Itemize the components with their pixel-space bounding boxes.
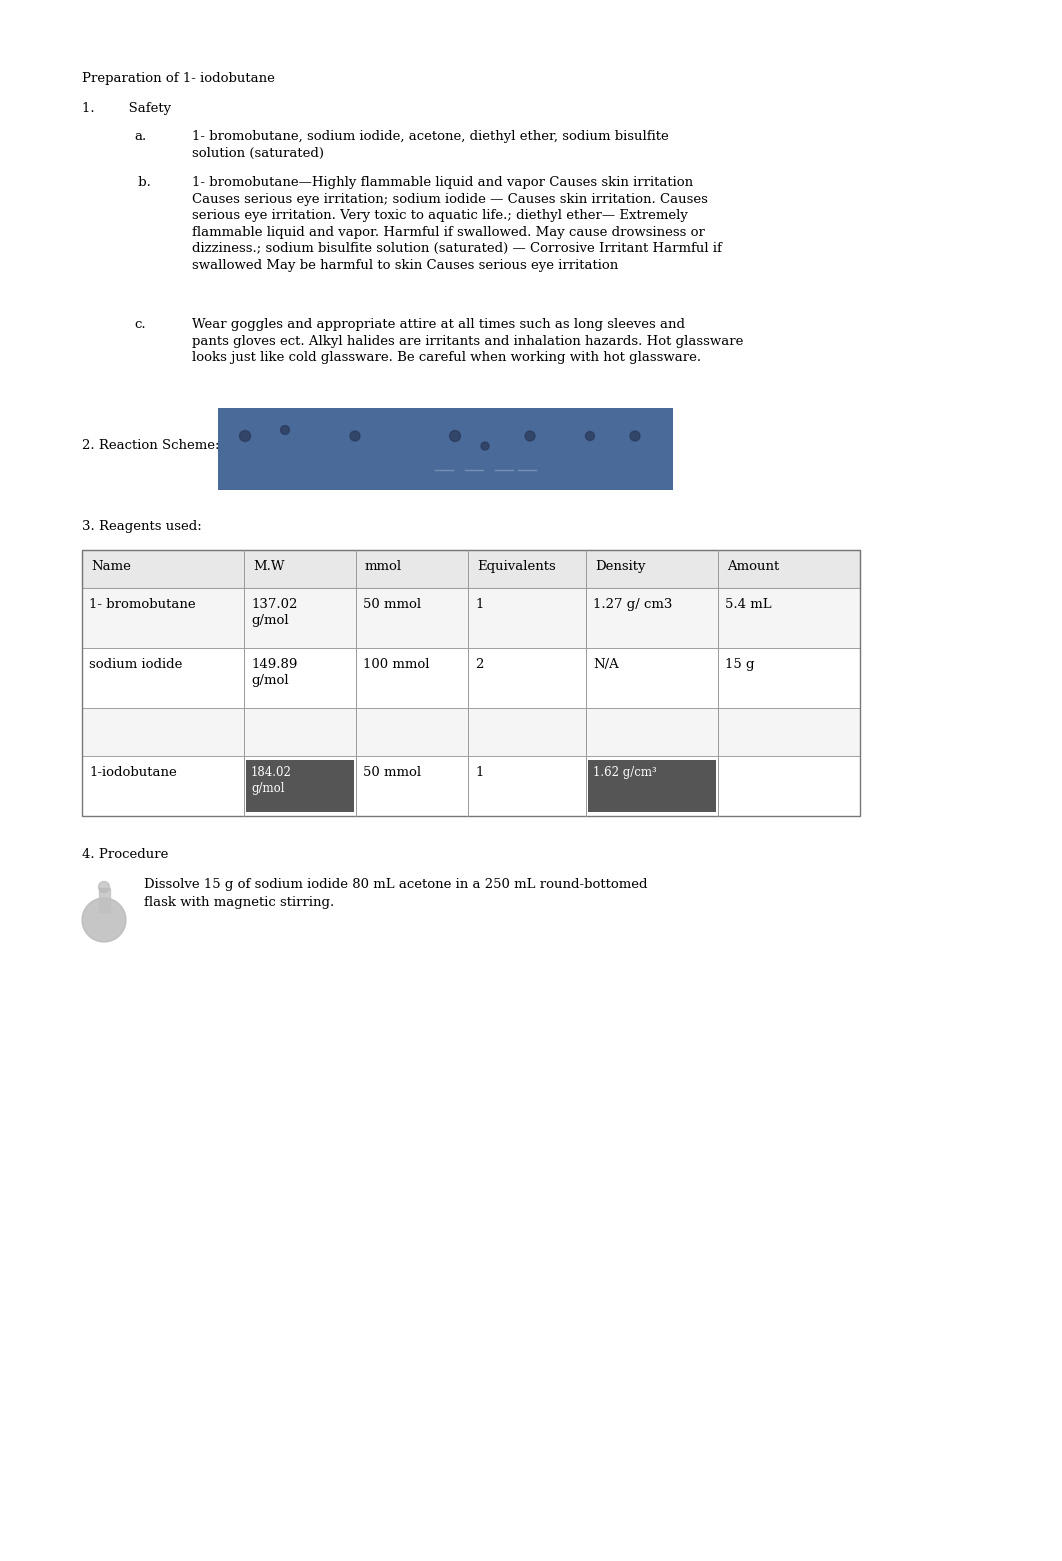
- Text: mmol: mmol: [365, 560, 402, 573]
- Text: 1.62 g/cm³: 1.62 g/cm³: [593, 766, 656, 779]
- Text: 15 g: 15 g: [725, 659, 754, 671]
- Circle shape: [630, 431, 640, 442]
- Circle shape: [82, 898, 126, 941]
- Text: Wear goggles and appropriate attire at all times such as long sleeves and
pants : Wear goggles and appropriate attire at a…: [192, 318, 743, 364]
- Circle shape: [280, 426, 290, 434]
- Text: 1: 1: [475, 766, 483, 779]
- Text: 1- bromobutane, sodium iodide, acetone, diethyl ether, sodium bisulfite
solution: 1- bromobutane, sodium iodide, acetone, …: [192, 130, 669, 159]
- Text: a.: a.: [134, 130, 147, 144]
- FancyBboxPatch shape: [82, 588, 860, 648]
- Circle shape: [240, 431, 251, 442]
- Text: c.: c.: [134, 318, 145, 331]
- Text: 1- bromobutane: 1- bromobutane: [89, 598, 195, 610]
- Text: 4. Procedure: 4. Procedure: [82, 848, 169, 862]
- FancyBboxPatch shape: [82, 756, 860, 816]
- Circle shape: [449, 431, 461, 442]
- Text: 50 mmol: 50 mmol: [363, 598, 422, 610]
- FancyBboxPatch shape: [246, 760, 354, 812]
- Text: N/A: N/A: [593, 659, 619, 671]
- Bar: [99, 888, 109, 912]
- FancyBboxPatch shape: [218, 407, 673, 490]
- FancyBboxPatch shape: [588, 760, 716, 812]
- Text: 3. Reagents used:: 3. Reagents used:: [82, 520, 202, 532]
- Text: 149.89
g/mol: 149.89 g/mol: [251, 659, 297, 687]
- Circle shape: [99, 882, 109, 893]
- Text: sodium iodide: sodium iodide: [89, 659, 183, 671]
- Text: 1-iodobutane: 1-iodobutane: [89, 766, 176, 779]
- Text: 100 mmol: 100 mmol: [363, 659, 429, 671]
- Text: 1.        Safety: 1. Safety: [82, 101, 171, 116]
- Text: Preparation of 1- iodobutane: Preparation of 1- iodobutane: [82, 72, 275, 84]
- Text: 2. Reaction Scheme:: 2. Reaction Scheme:: [82, 439, 220, 451]
- Circle shape: [525, 431, 535, 442]
- Circle shape: [585, 431, 595, 440]
- Circle shape: [481, 442, 489, 450]
- Text: Dissolve 15 g of sodium iodide 80 mL acetone in a 250 mL round-bottomed
flask wi: Dissolve 15 g of sodium iodide 80 mL ace…: [144, 877, 648, 909]
- Text: 1.27 g/ cm3: 1.27 g/ cm3: [593, 598, 672, 610]
- FancyBboxPatch shape: [82, 549, 860, 588]
- FancyBboxPatch shape: [82, 648, 860, 709]
- Text: b.: b.: [134, 176, 151, 189]
- Circle shape: [350, 431, 360, 442]
- Text: Density: Density: [595, 560, 646, 573]
- Text: Amount: Amount: [727, 560, 780, 573]
- Text: 50 mmol: 50 mmol: [363, 766, 422, 779]
- Text: 1- bromobutane—Highly flammable liquid and vapor Causes skin irritation
Causes s: 1- bromobutane—Highly flammable liquid a…: [192, 176, 722, 272]
- Text: Equivalents: Equivalents: [477, 560, 555, 573]
- Text: Name: Name: [91, 560, 131, 573]
- Text: 184.02
g/mol: 184.02 g/mol: [251, 766, 292, 795]
- FancyBboxPatch shape: [82, 709, 860, 756]
- Text: M.W: M.W: [253, 560, 285, 573]
- Text: 1: 1: [475, 598, 483, 610]
- Text: 5.4 mL: 5.4 mL: [725, 598, 772, 610]
- Text: 2: 2: [475, 659, 483, 671]
- Text: 137.02
g/mol: 137.02 g/mol: [251, 598, 297, 628]
